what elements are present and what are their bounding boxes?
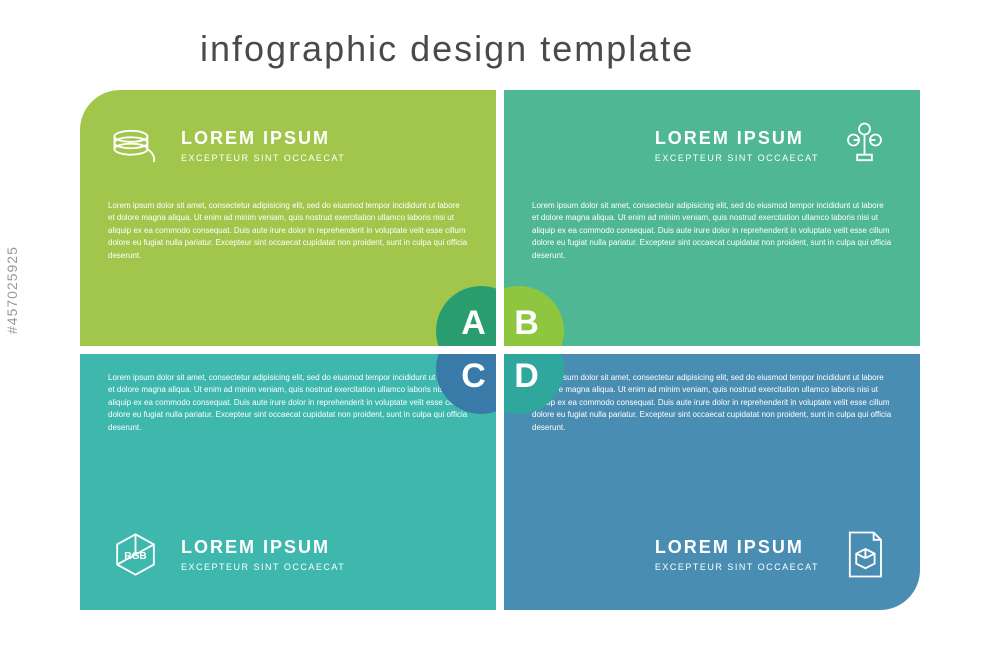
panel-c-sub: EXCEPTEUR SINT OCCAECAT — [181, 562, 345, 572]
filament-spool-icon — [108, 118, 163, 173]
watermark: #457025925 — [4, 246, 20, 334]
panel-a: LOREM IPSUM EXCEPTEUR SINT OCCAECAT Lore… — [80, 90, 496, 346]
scanner-icon — [837, 118, 892, 173]
page-title: infographic design template — [200, 28, 694, 70]
panel-a-heading: LOREM IPSUM — [181, 128, 345, 149]
panel-c-heading: LOREM IPSUM — [181, 537, 345, 558]
svg-text:RGB: RGB — [124, 551, 146, 562]
panel-b: LOREM IPSUM EXCEPTEUR SINT OCCAECAT Lore… — [504, 90, 920, 346]
panel-a-badge: A — [436, 286, 496, 346]
panel-c: Lorem ipsum dolor sit amet, consectetur … — [80, 354, 496, 610]
panel-a-letter: A — [461, 304, 486, 343]
panel-d: Lorem ipsum dolor sit amet, consectetur … — [504, 354, 920, 610]
panel-a-sub: EXCEPTEUR SINT OCCAECAT — [181, 153, 345, 163]
rgb-hex-icon: RGB — [108, 527, 163, 582]
file-cube-icon — [837, 527, 892, 582]
panel-b-body: Lorem ipsum dolor sit amet, consectetur … — [532, 200, 892, 262]
panel-c-body: Lorem ipsum dolor sit amet, consectetur … — [108, 372, 468, 434]
panel-a-body: Lorem ipsum dolor sit amet, consectetur … — [108, 200, 468, 262]
infographic-grid: LOREM IPSUM EXCEPTEUR SINT OCCAECAT Lore… — [80, 90, 920, 610]
panel-d-heading: LOREM IPSUM — [655, 537, 819, 558]
panel-b-letter: B — [514, 304, 539, 343]
panel-b-sub: EXCEPTEUR SINT OCCAECAT — [655, 153, 819, 163]
panel-d-letter: D — [514, 357, 539, 396]
panel-d-sub: EXCEPTEUR SINT OCCAECAT — [655, 562, 819, 572]
panel-d-body: Lorem ipsum dolor sit amet, consectetur … — [532, 372, 892, 434]
panel-b-heading: LOREM IPSUM — [655, 128, 819, 149]
panel-b-badge: B — [504, 286, 564, 346]
panel-c-letter: C — [461, 357, 486, 396]
